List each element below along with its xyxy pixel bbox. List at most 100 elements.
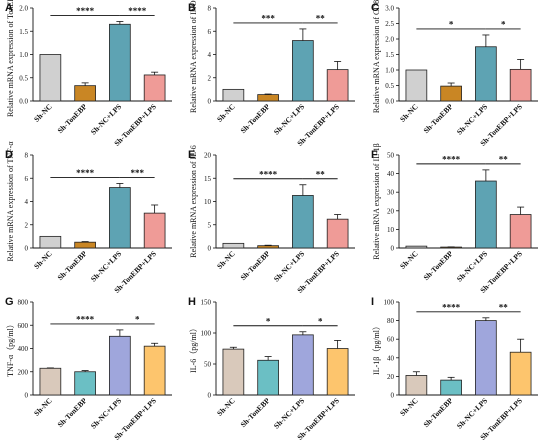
significance-label: * xyxy=(449,19,454,29)
bar xyxy=(109,187,131,249)
x-category-label: Sh-NC+LPS xyxy=(272,102,306,136)
y-axis-label: Relative mRNA expression of IL-6 xyxy=(189,145,198,257)
bar xyxy=(109,23,131,102)
y-axis-label: Relative mRNA expression of TNF-α xyxy=(6,141,15,262)
y-tick-label: 15 xyxy=(204,175,212,183)
significance-label: ** xyxy=(499,302,509,312)
x-category-label: Sh-NC xyxy=(398,396,420,418)
bar xyxy=(440,379,462,396)
bar xyxy=(143,74,166,102)
x-category-label: Sh-TonEBP xyxy=(56,102,89,135)
y-tick-label: 4 xyxy=(208,51,212,59)
y-tick-label: 2.0 xyxy=(19,5,28,13)
x-category-label: Sh-NC xyxy=(215,396,237,418)
y-axis-label: IL-6（pg/ml） xyxy=(189,324,198,373)
x-category-label: Sh-TonEBP xyxy=(239,102,272,135)
y-tick-label: 1.5 xyxy=(385,51,394,59)
panel-d: D Relative mRNA expression of TNF-α 0 2 4 6 8 S… xyxy=(0,141,183,295)
bar xyxy=(222,242,245,249)
y-axis-label: Relative mRNA expression of IL-1β xyxy=(372,143,381,260)
panel-letter: I xyxy=(371,296,374,308)
bar xyxy=(257,245,279,249)
y-tick-label: 1.0 xyxy=(19,51,28,59)
x-category-label: Sh-NC+LPS xyxy=(455,396,489,430)
y-tick-label: 20 xyxy=(204,152,212,160)
bar xyxy=(292,334,314,396)
x-category-label: Sh-NC+LPS xyxy=(89,396,123,430)
y-tick-label: 400 xyxy=(18,345,29,353)
y-tick-label: 0 xyxy=(25,392,29,400)
bar xyxy=(222,348,245,396)
y-tick-label: 20 xyxy=(387,207,395,215)
panel-letter: G xyxy=(5,296,14,308)
panel-f: F Relative mRNA expression of IL-1β 0 10 20 3… xyxy=(366,143,549,295)
bar xyxy=(257,359,279,396)
bar xyxy=(292,195,314,249)
significance-label: *** xyxy=(261,13,275,23)
x-category-label: Sh-NC+LPS xyxy=(89,102,123,136)
panel-a: A Relative mRNA expression of TonEBP 0.0 0.… xyxy=(0,0,183,148)
y-tick-label: 0.5 xyxy=(385,82,394,90)
significance-label: ** xyxy=(499,154,509,164)
x-category-label: Sh-TonEBP xyxy=(239,249,272,282)
panel-letter: E xyxy=(188,149,195,161)
y-tick-label: 0.0 xyxy=(19,98,28,106)
panel-e: E Relative mRNA expression of IL-6 0 5 10 15 2… xyxy=(183,145,366,295)
y-tick-label: 0.0 xyxy=(385,98,394,106)
significance-label: *** xyxy=(131,168,145,178)
bar xyxy=(326,218,349,249)
y-tick-label: 100 xyxy=(201,330,212,338)
y-axis-label: Relative mRNA expression of CD86 xyxy=(372,0,381,113)
chart-svg: G TNF-α（pg/ml） 0 200 400 600 800 Sh-NC Sh-TonEBP… xyxy=(5,296,172,442)
panel-letter: A xyxy=(5,2,13,14)
y-tick-label: 3.0 xyxy=(385,5,394,13)
bar xyxy=(257,94,279,102)
y-tick-label: 0 xyxy=(208,98,212,106)
significance-label: **** xyxy=(128,6,147,16)
bar xyxy=(39,235,62,249)
y-tick-label: 50 xyxy=(387,152,395,160)
x-category-label: Sh-NC xyxy=(32,249,54,271)
x-category-label: Sh-NC+LPS xyxy=(455,249,489,283)
panel-letter: C xyxy=(371,2,379,14)
y-tick-label: 20 xyxy=(387,373,395,381)
x-category-label: Sh-TonEBP xyxy=(56,396,89,429)
y-tick-label: 0 xyxy=(391,245,395,253)
panel-i: I IL-1β（pg/ml） 0 20 40 60 80 100 Sh-NC Sh-TonEBP S… xyxy=(366,294,549,442)
panel-letter: D xyxy=(5,149,13,161)
panel-g: G TNF-α（pg/ml） 0 200 400 600 800 Sh-NC Sh-TonEBP… xyxy=(0,294,183,442)
bar xyxy=(143,212,166,249)
y-tick-label: 80 xyxy=(387,317,395,325)
y-tick-label: 0 xyxy=(208,392,212,400)
bar xyxy=(509,351,532,396)
panel-letter: B xyxy=(188,2,196,14)
y-tick-label: 100 xyxy=(384,299,395,307)
significance-label: **** xyxy=(76,314,95,324)
bar xyxy=(39,367,62,396)
significance-label: ** xyxy=(316,169,326,179)
panel-c: C Relative mRNA expression of CD86 0.0 0.5 1… xyxy=(366,0,549,148)
x-category-label: Sh-NC+LPS xyxy=(272,249,306,283)
bar xyxy=(74,85,96,102)
bar xyxy=(509,68,532,102)
bar xyxy=(222,88,245,102)
y-tick-label: 6 xyxy=(208,28,212,36)
y-tick-label: 0.5 xyxy=(19,74,28,82)
bar xyxy=(74,241,96,249)
y-tick-label: 10 xyxy=(204,198,212,206)
bar xyxy=(109,335,131,396)
y-tick-label: 0 xyxy=(25,245,29,253)
y-tick-label: 1.5 xyxy=(19,28,28,36)
x-category-label: Sh-NC xyxy=(32,102,54,124)
panel-b: B Relative mRNA expression of INOS 0 2 4 6 8 Sh… xyxy=(183,0,366,148)
y-tick-label: 60 xyxy=(387,336,395,344)
x-category-label: Sh-NC xyxy=(215,102,237,124)
bar xyxy=(405,69,428,102)
y-tick-label: 4 xyxy=(25,198,29,206)
significance-label: **** xyxy=(76,6,95,16)
significance-label: ** xyxy=(316,13,326,23)
y-tick-label: 2.5 xyxy=(385,20,394,28)
